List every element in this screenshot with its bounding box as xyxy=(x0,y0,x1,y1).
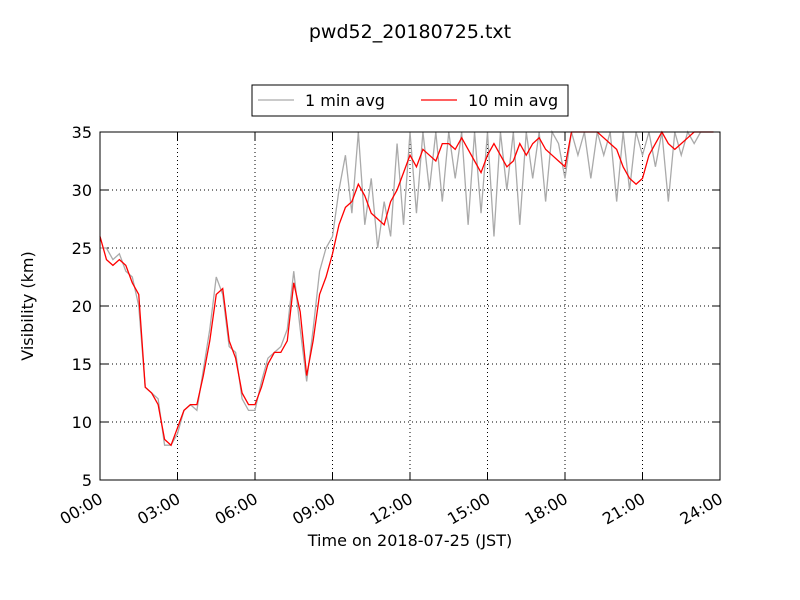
x-tick-label: 09:00 xyxy=(289,489,338,529)
y-axis-label: Visibility (km) xyxy=(18,251,37,360)
y-tick-label: 10 xyxy=(72,413,92,432)
x-tick-label: 21:00 xyxy=(599,489,648,529)
y-tick-label: 15 xyxy=(72,355,92,374)
x-tick-label: 06:00 xyxy=(212,489,261,529)
x-tick-label: 24:00 xyxy=(677,489,726,529)
y-tick-label: 25 xyxy=(72,239,92,258)
legend-label: 1 min avg xyxy=(305,91,385,110)
data-line xyxy=(99,130,714,447)
y-tick-label: 20 xyxy=(72,297,92,316)
x-tick-label: 03:00 xyxy=(134,489,183,529)
legend: 1 min avg 10 min avg xyxy=(251,84,569,117)
y-tick-label: 5 xyxy=(82,471,92,490)
x-tick-label: 15:00 xyxy=(444,489,493,529)
legend-label: 10 min avg xyxy=(468,91,558,110)
x-axis-label: Time on 2018-07-25 (JST) xyxy=(307,531,512,550)
y-tick-label: 30 xyxy=(72,181,92,200)
y-tick-label: 35 xyxy=(72,123,92,142)
x-tick-label: 00:00 xyxy=(57,489,106,529)
plot-frame xyxy=(99,131,721,481)
chart-title: pwd52_20180725.txt xyxy=(309,21,511,43)
x-tick-label: 12:00 xyxy=(367,489,416,529)
data-line xyxy=(100,129,714,446)
legend-box xyxy=(251,84,569,117)
x-tick-label: 18:00 xyxy=(522,489,571,529)
